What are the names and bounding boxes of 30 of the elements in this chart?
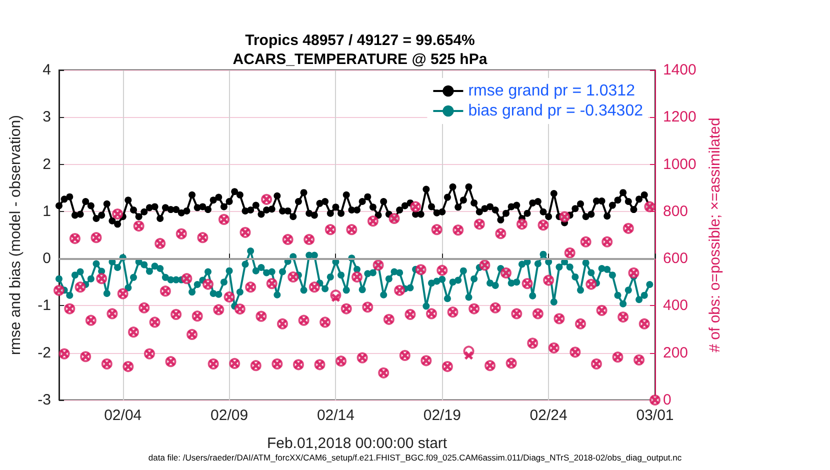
y-axis-title: rmse and bias (model - observation) — [7, 114, 24, 356]
y2-tick-label: 1400 — [663, 62, 696, 78]
x-tick-label: 02/19 — [423, 407, 461, 424]
legend-label: rmse grand pr = 1.0312 — [468, 82, 636, 100]
x-tick-label: 02/04 — [104, 407, 142, 424]
y-tick-label: -3 — [38, 392, 51, 408]
y-tick-label: 1 — [42, 202, 51, 220]
x-tick-label: 03/01 — [636, 407, 674, 424]
x-tick-label: 02/09 — [210, 407, 248, 424]
y-tick-label: -1 — [38, 297, 51, 314]
x-tick-label: 02/24 — [530, 407, 568, 424]
chart-subtitle: ACARS_TEMPERATURE @ 525 hPa — [232, 51, 488, 68]
y-tick-label: 2 — [42, 156, 51, 173]
y2-axis-title: # of obs: o=possible; ×=assimilated — [706, 118, 724, 352]
y2-tick-label: 800 — [663, 202, 688, 220]
y2-tick-label: 0 — [663, 392, 672, 408]
chart-title: Tropics 48957 / 49127 = 99.654% — [245, 32, 475, 49]
legend-label: bias grand pr = -0.34302 — [468, 102, 644, 120]
y-tick-label: 4 — [42, 62, 51, 78]
x-axis-title: Feb.01,2018 00:00:00 start — [266, 435, 448, 452]
y2-tick-label: 1200 — [663, 108, 696, 126]
y-tick-label: 0 — [42, 250, 51, 268]
text: data file: /Users/raeder/DAI/ATM_forcXX/CAM6_setup/f.e21.FHIST_BGC.f09_025.CAM6assim.011/Diags_NTrS_2018-02/obs_diag_output.nc — [148, 452, 682, 462]
y-tick-label: -2 — [38, 344, 51, 362]
y2-tick-label: 400 — [663, 297, 688, 314]
y2-tick-label: 200 — [663, 344, 688, 362]
y2-tick-label: 1000 — [663, 156, 696, 173]
y2-tick-label: 600 — [663, 250, 688, 268]
y-tick-label: 3 — [42, 108, 51, 126]
x-tick-label: 02/14 — [316, 407, 354, 424]
